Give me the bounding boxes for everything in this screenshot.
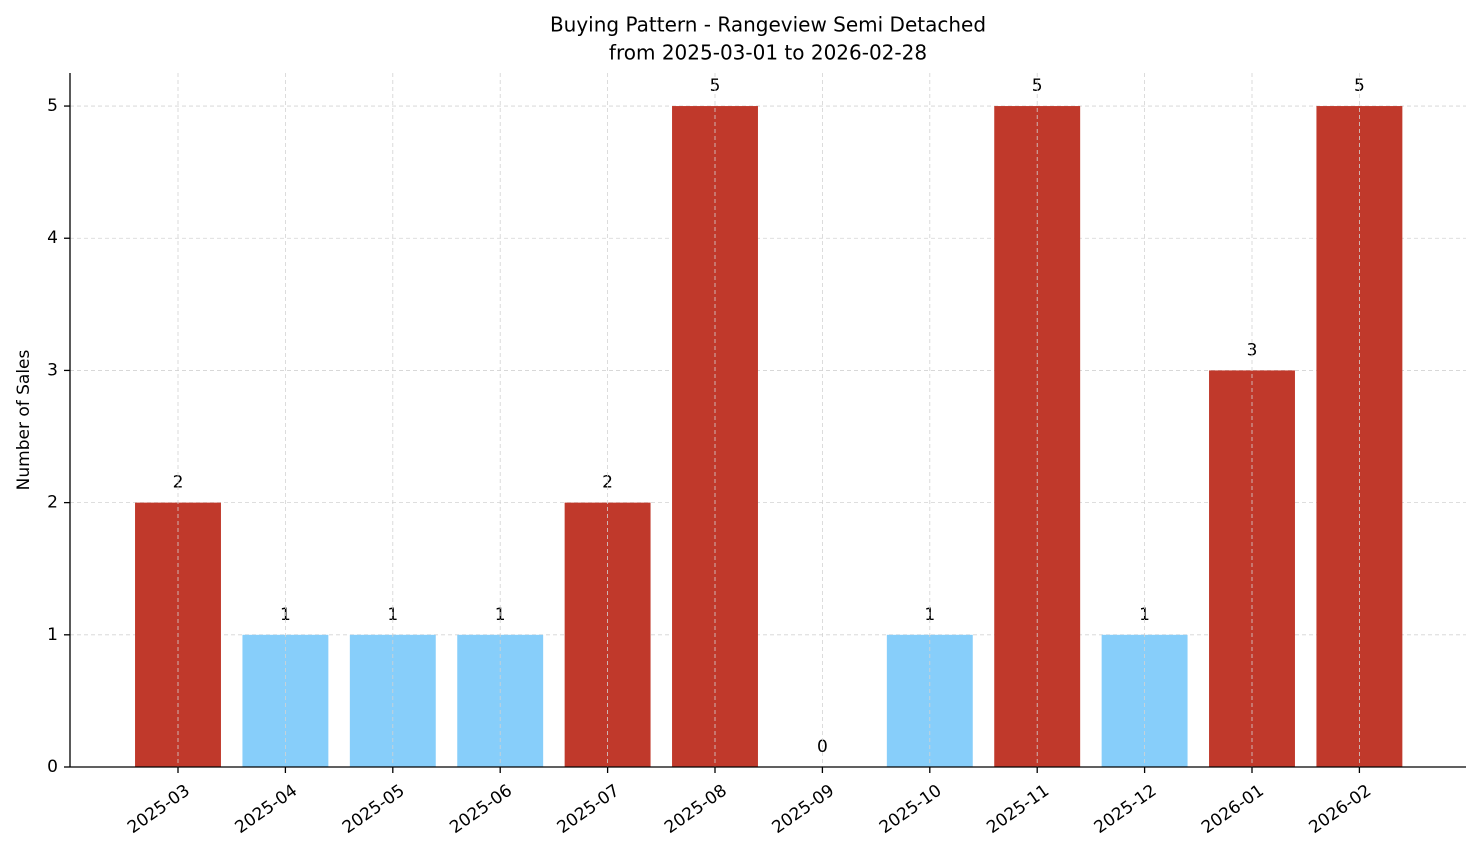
x-tick-label: 2025-10 [876,781,946,838]
chart-subtitle: from 2025-03-01 to 2026-02-28 [609,41,927,65]
bar [1209,370,1295,767]
y-tick-label: 0 [47,757,58,777]
x-tick-label: 2026-02 [1305,781,1375,838]
bar [994,106,1081,768]
value-label: 3 [1247,340,1258,360]
y-axis-label: Number of Sales [14,349,34,490]
value-label: 5 [710,76,721,96]
x-tick-label: 2025-04 [231,781,301,838]
x-tick-label: 2025-07 [554,781,624,838]
x-tick-label: 2025-03 [124,781,194,838]
bar [672,106,758,768]
x-tick-label: 2025-05 [339,781,409,838]
x-tick-label: 2026-01 [1198,781,1268,838]
x-tick-label: 2025-06 [446,781,516,838]
y-tick-label: 5 [47,96,58,116]
y-tick-label: 3 [47,360,58,380]
x-tick-label: 2025-11 [983,781,1053,838]
bar [1316,106,1403,768]
chart-title: Buying Pattern - Rangeview Semi Detached [550,13,986,37]
value-label: 5 [1032,76,1043,96]
value-label: 5 [1354,76,1365,96]
y-tick-label: 4 [47,228,58,248]
y-tick-label: 1 [47,625,58,645]
x-tick-label: 2025-09 [768,781,838,838]
x-tick-label: 2025-12 [1091,781,1161,838]
x-tick-label: 2025-08 [661,781,731,838]
y-tick-label: 2 [47,493,58,513]
